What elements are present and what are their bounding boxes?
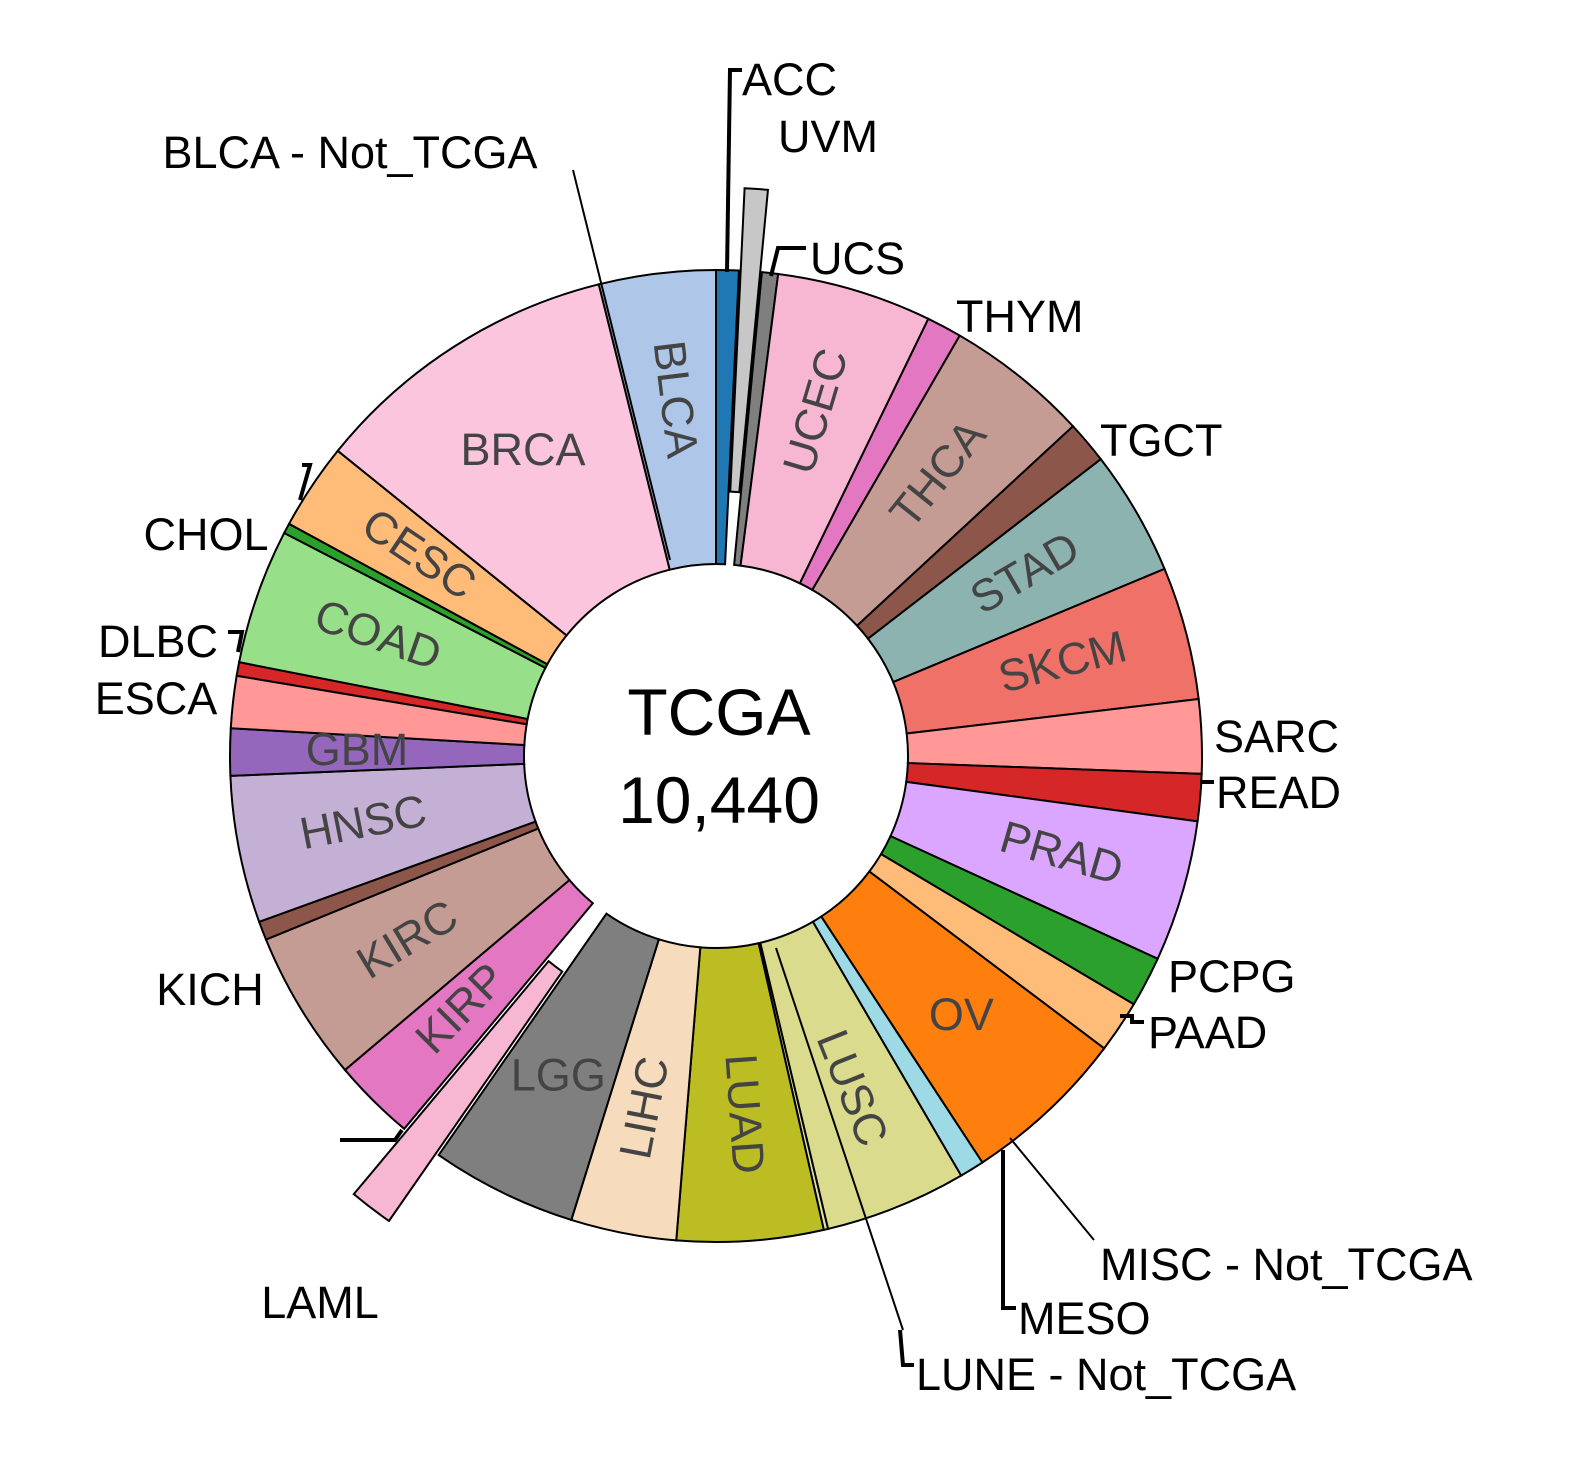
slice-skcm [891, 567, 1200, 735]
label-dlbc: DLBC [98, 616, 218, 667]
leader-ucs [769, 246, 806, 277]
slice-acc [715, 268, 741, 566]
slice-ucec [739, 272, 930, 585]
slice-ov [819, 870, 1106, 1164]
label-thym: THYM [956, 291, 1084, 342]
label-read: READ [1216, 767, 1341, 818]
label-brca: BRCA [460, 424, 585, 475]
slices-group [229, 187, 1203, 1243]
label-paad: PAAD [1148, 1007, 1267, 1058]
label-tgct: TGCT [1100, 415, 1222, 466]
label-ov: OV [929, 989, 994, 1040]
leader-kirp [340, 1128, 404, 1142]
slice-hnsc [229, 762, 537, 924]
leader-lune-not-tcga [898, 1329, 914, 1367]
label-laml: LAML [261, 1277, 379, 1328]
leader-misc-not-tcga [1009, 1137, 1095, 1241]
slice-kirc [264, 827, 571, 1072]
label-blca-not-tcga: BLCA - Not_TCGA [162, 127, 537, 178]
slice-blca [597, 268, 717, 571]
label-lgg: LGG [511, 1049, 606, 1100]
slice-uvm [729, 187, 770, 494]
label-meso: MESO [1018, 1293, 1151, 1344]
label-sarc: SARC [1214, 711, 1339, 762]
leader-paad [1120, 1014, 1144, 1024]
label-kich: KICH [156, 964, 264, 1015]
slice-luad [675, 942, 826, 1243]
center-title: TCGA [627, 675, 810, 749]
leader-blca-not-tcga [572, 169, 671, 561]
label-uvm: UVM [778, 111, 878, 162]
leader-cesc [298, 463, 313, 501]
slice-lgg [437, 912, 661, 1222]
label-pcpg: PCPG [1168, 951, 1296, 1002]
label-acc: ACC [742, 54, 837, 105]
label-luad: LUAD [715, 1052, 774, 1175]
label-esca: ESCA [95, 673, 218, 724]
leader-dlbc [228, 630, 245, 653]
leader-lune-not-tcga [775, 947, 904, 1331]
label-lune-not-tcga: LUNE - Not_TCGA [916, 1349, 1296, 1400]
label-gbm: GBM [306, 724, 409, 775]
slice-laml [352, 959, 564, 1223]
slice-prad [889, 780, 1199, 961]
label-ucs: UCS [810, 233, 905, 284]
center-value: 10,440 [618, 763, 820, 837]
slice-coad [237, 531, 547, 721]
leader-lines [228, 68, 1214, 1367]
label-misc-not-tcga: MISC - Not_TCGA [1100, 1239, 1473, 1290]
leader-meso [1001, 1150, 1016, 1310]
leader-acc [725, 68, 742, 273]
slice-thca [810, 334, 1075, 628]
label-chol: CHOL [143, 509, 268, 560]
slice-brca [336, 283, 671, 637]
